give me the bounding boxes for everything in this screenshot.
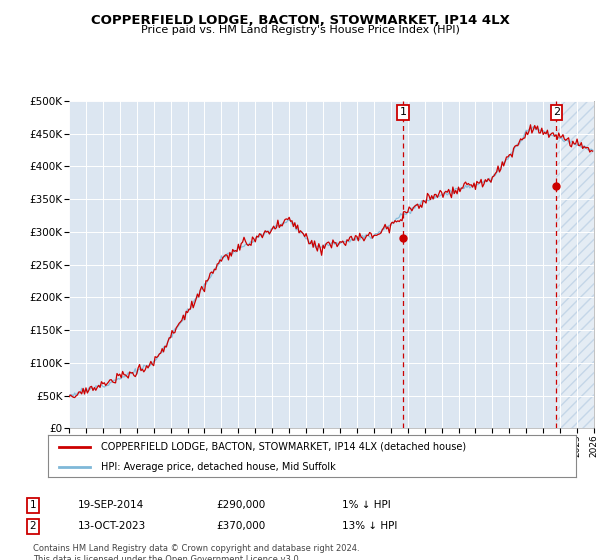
Bar (556, 101, 594, 428)
Text: COPPERFIELD LODGE, BACTON, STOWMARKET, IP14 4LX (detached house): COPPERFIELD LODGE, BACTON, STOWMARKET, I… (101, 442, 466, 452)
Text: 13% ↓ HPI: 13% ↓ HPI (342, 521, 397, 531)
Text: Contains HM Land Registry data © Crown copyright and database right 2024.
This d: Contains HM Land Registry data © Crown c… (33, 544, 359, 560)
Text: HPI: Average price, detached house, Mid Suffolk: HPI: Average price, detached house, Mid … (101, 461, 335, 472)
Text: 1: 1 (29, 500, 37, 510)
Text: 19-SEP-2014: 19-SEP-2014 (78, 500, 144, 510)
Bar (556, 101, 594, 428)
Text: 1: 1 (400, 108, 406, 118)
Text: 1% ↓ HPI: 1% ↓ HPI (342, 500, 391, 510)
Text: £290,000: £290,000 (216, 500, 265, 510)
Text: £370,000: £370,000 (216, 521, 265, 531)
Text: 2: 2 (29, 521, 37, 531)
Text: Price paid vs. HM Land Registry's House Price Index (HPI): Price paid vs. HM Land Registry's House … (140, 25, 460, 35)
Text: 13-OCT-2023: 13-OCT-2023 (78, 521, 146, 531)
Text: 2: 2 (553, 108, 560, 118)
Text: COPPERFIELD LODGE, BACTON, STOWMARKET, IP14 4LX: COPPERFIELD LODGE, BACTON, STOWMARKET, I… (91, 14, 509, 27)
